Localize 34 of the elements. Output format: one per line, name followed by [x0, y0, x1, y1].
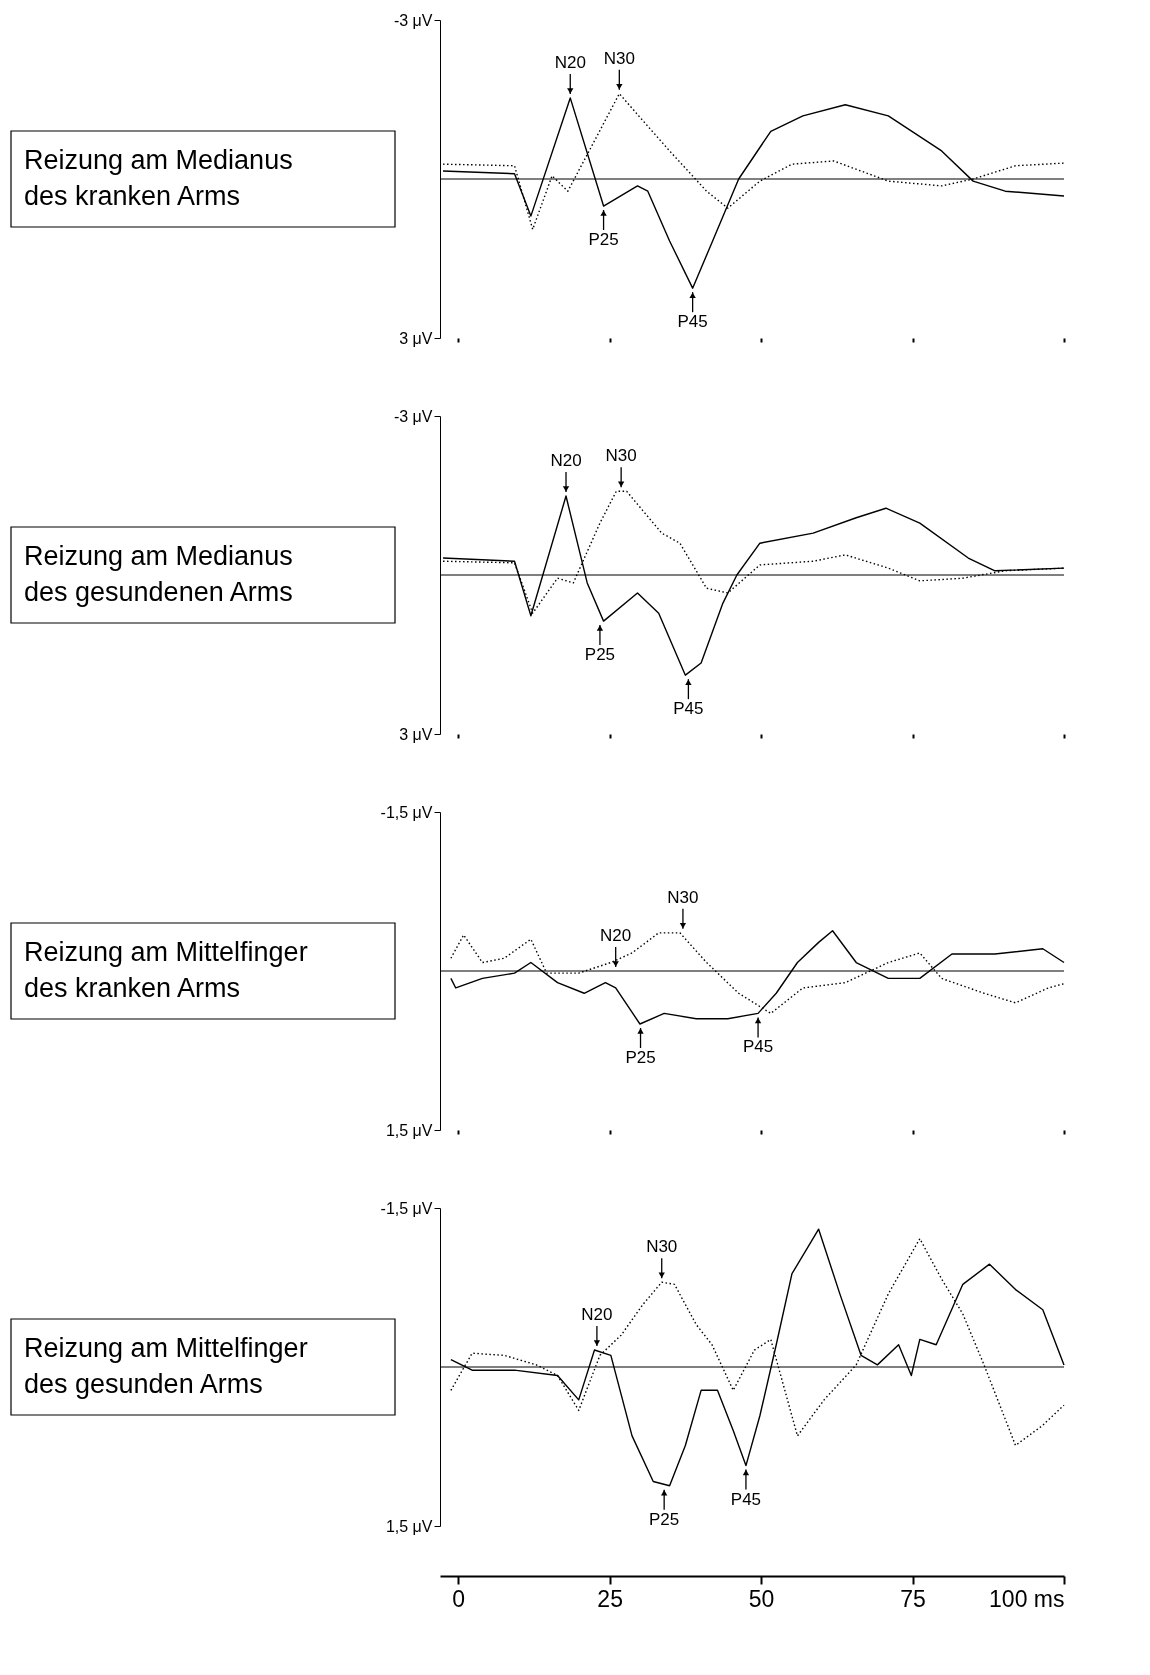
annotation: N20 — [554, 52, 586, 72]
y-tick-label: 3 μV — [399, 725, 433, 743]
annotation: N20 — [600, 926, 632, 945]
annotation: N20 — [581, 1305, 613, 1325]
annotation: P25 — [625, 1048, 656, 1067]
text: Reizung am Mittelfinger des kranken Arms — [24, 937, 308, 1003]
y-tick-label: -1,5 μV — [380, 1199, 433, 1217]
y-tick-label: 3 μV — [399, 329, 433, 347]
annotation: P45 — [730, 1489, 762, 1509]
annotation: P25 — [649, 1509, 680, 1529]
annotation: P45 — [677, 312, 708, 332]
annotation: P45 — [673, 699, 704, 719]
annotation: N20 — [550, 451, 582, 471]
y-tick-label: -3 μV — [393, 11, 433, 29]
x-tick-label: 50 — [748, 1585, 775, 1612]
y-tick-label: -1,5 μV — [380, 803, 433, 821]
y-tick-label: 1,5 μV — [385, 1121, 433, 1139]
annotation: P25 — [584, 645, 616, 665]
text: Reizung am Mittelfinger des gesunden Arms — [24, 1333, 308, 1399]
text: Reizung am Medianus des kranken Arms — [24, 145, 293, 211]
x-tick-label: 0 — [452, 1585, 466, 1612]
annotation: N30 — [603, 48, 635, 68]
annotation: P25 — [588, 230, 619, 250]
x-tick-label: 25 — [597, 1585, 623, 1612]
text: Reizung am Medianus des gesundenen Arms — [24, 541, 293, 607]
annotation: N30 — [667, 887, 699, 907]
y-tick-label: -3 μV — [393, 407, 433, 425]
line-series — [442, 97, 1065, 289]
x-tick-label: 100 ms — [989, 1585, 1065, 1612]
y-tick-label: 1,5 μV — [385, 1517, 433, 1535]
annotation: N30 — [646, 1237, 678, 1257]
annotation: P45 — [742, 1037, 774, 1057]
annotation: N30 — [605, 446, 637, 466]
x-tick-label: 75 — [900, 1585, 926, 1612]
